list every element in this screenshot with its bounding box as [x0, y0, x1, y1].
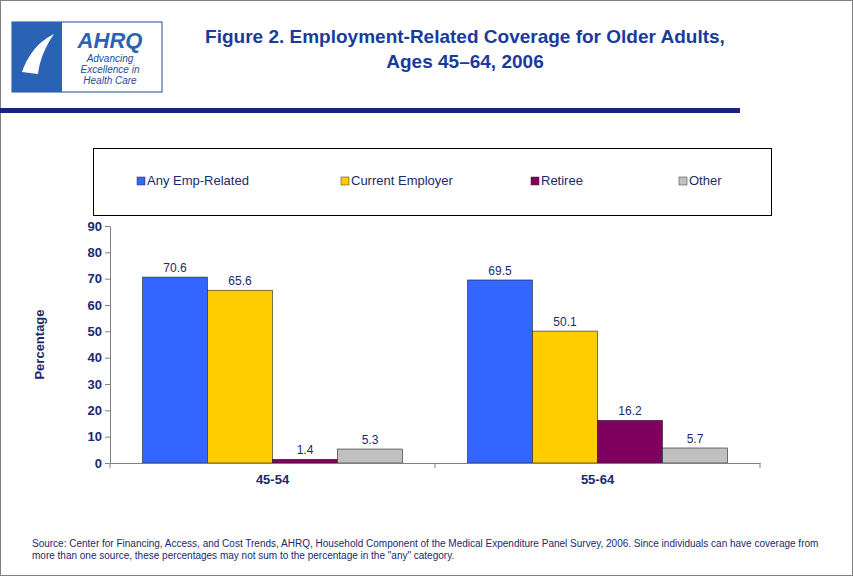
y-tick-mark [105, 252, 110, 253]
legend-item: Other [679, 173, 722, 188]
y-tick-label: 80 [88, 245, 102, 260]
y-axis-title: Percentage [32, 309, 47, 379]
data-label: 70.6 [163, 261, 187, 275]
legend-swatch [531, 177, 539, 185]
y-tick-label: 70 [88, 271, 102, 286]
y-tick-mark [105, 279, 110, 280]
y-tick-label: 50 [88, 324, 102, 339]
legend-swatch [679, 177, 687, 185]
y-tick-label: 30 [88, 377, 102, 392]
legend-item: Retiree [531, 173, 583, 188]
data-label: 69.5 [488, 264, 512, 278]
logo-emblem-mark [22, 34, 54, 74]
y-tick: 70 [88, 271, 110, 286]
bar [533, 331, 598, 463]
logo-emblem [12, 22, 62, 92]
logo: AHRQAdvancingExcellence inHealth Care [12, 22, 162, 92]
legend-swatch [341, 177, 349, 185]
y-tick-mark [105, 226, 110, 227]
data-label: 1.4 [297, 443, 314, 457]
y-tick: 0 [95, 456, 110, 471]
source-note: Source: Center for Financing, Access, an… [32, 538, 827, 562]
logo-text: Advancing [86, 53, 134, 64]
y-tick: 40 [88, 350, 110, 365]
y-tick: 10 [88, 429, 110, 444]
legend-frame [94, 149, 772, 216]
x-boundary-tick [435, 463, 436, 468]
data-label: 50.1 [553, 315, 577, 329]
header-rule [0, 108, 740, 113]
y-tick-mark [105, 331, 110, 332]
bar [208, 290, 273, 463]
x-boundary-ticks [110, 463, 760, 468]
y-tick-mark [105, 463, 110, 464]
legend: Any Emp-Related Current Employer Retiree Ot… [94, 149, 772, 216]
legend-item: Current Employer [341, 173, 454, 188]
y-tick: 60 [88, 298, 110, 313]
chart-canvas: AHRQAdvancingExcellence inHealth Care Any… [0, 0, 853, 576]
bar [143, 277, 208, 463]
x-tick-label: 55-64 [581, 472, 615, 487]
page-frame [1, 1, 853, 576]
data-label: 5.7 [687, 432, 704, 446]
x-tick: 55-64 [581, 463, 615, 487]
data-label: 16.2 [618, 404, 642, 418]
logo-text: Excellence in [81, 64, 140, 75]
legend-item: Any Emp-Related [137, 173, 249, 188]
chart-title: Figure 2. Employment-Related Coverage fo… [195, 24, 735, 74]
y-tick-mark [105, 384, 110, 385]
x-boundary-tick [760, 463, 761, 468]
y-tick: 50 [88, 324, 110, 339]
x-boundary-tick [110, 463, 111, 468]
legend-label: Other [689, 173, 722, 188]
x-axis: 45-54 55-64 [111, 463, 761, 487]
legend-label: Any Emp-Related [147, 173, 249, 188]
y-tick: 30 [88, 377, 110, 392]
bar [598, 420, 663, 463]
y-tick: 80 [88, 245, 110, 260]
y-tick-label: 10 [88, 429, 102, 444]
legend-swatch [137, 177, 145, 185]
y-tick: 20 [88, 403, 110, 418]
y-tick-mark [105, 437, 110, 438]
y-tick-mark [105, 410, 110, 411]
legend-label: Retiree [541, 173, 583, 188]
x-tick-label: 45-54 [256, 472, 290, 487]
bars [143, 277, 728, 463]
logo-text: Health Care [83, 75, 137, 86]
y-tick-label: 60 [88, 298, 102, 313]
y-tick-label: 40 [88, 350, 102, 365]
y-tick-label: 0 [95, 456, 102, 471]
data-label: 65.6 [228, 274, 252, 288]
logo-title: AHRQ [77, 28, 143, 53]
legend-label: Current Employer [351, 173, 454, 188]
y-tick-label: 20 [88, 403, 102, 418]
bar [663, 448, 728, 463]
bar [338, 449, 403, 463]
y-axis-line [110, 227, 111, 464]
bar [468, 280, 533, 463]
y-tick-mark [105, 305, 110, 306]
y-tick-mark [105, 358, 110, 359]
y-tick-label: 90 [88, 219, 102, 234]
data-label: 5.3 [362, 433, 379, 447]
y-tick: 90 [88, 219, 110, 234]
logo-frame [12, 22, 162, 92]
data-labels: 70.6 69.5 65.6 50.1 1.4 16.2 5.3 5.7 [163, 261, 703, 457]
bar [273, 459, 338, 463]
y-axis: 0 10 20 30 40 50 60 70 80 90 [88, 219, 111, 471]
x-tick: 45-54 [256, 463, 290, 487]
